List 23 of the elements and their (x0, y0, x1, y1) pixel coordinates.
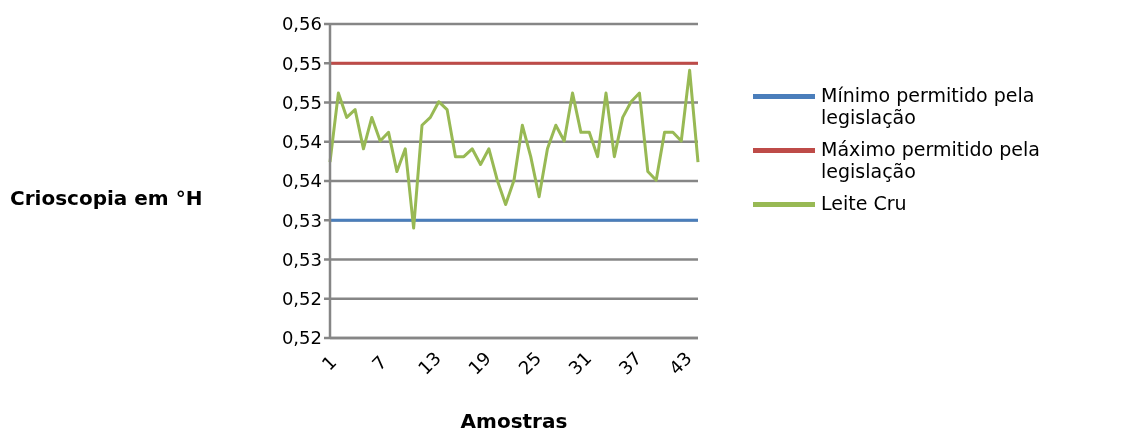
y-tick-label: 0,53 (281, 209, 322, 231)
x-axis-title: Amostras (460, 409, 568, 433)
legend-label: Máximo permitido pela legislação (821, 138, 1041, 182)
y-axis-title: Crioscopia em °H (10, 186, 203, 210)
legend-label: Leite Cru (821, 192, 908, 214)
legend-label: Mínimo permitido pela legislação (821, 84, 1036, 128)
y-tick-label: 0,56 (281, 13, 322, 35)
y-tick-label: 0,54 (281, 170, 322, 192)
x-tick-label: 37 (614, 347, 646, 379)
x-tick-label: 25 (514, 347, 546, 379)
y-tick-label: 0,55 (281, 52, 322, 74)
y-tick-label: 0,52 (281, 288, 322, 310)
x-tick-label: 7 (367, 351, 391, 375)
y-tick-label: 0,52 (281, 327, 322, 349)
x-tick-label: 13 (413, 347, 445, 379)
x-tick-label: 1 (317, 351, 341, 375)
line-series (328, 68, 700, 230)
x-tick-label: 31 (564, 347, 596, 379)
y-tick-label: 0,54 (281, 131, 322, 153)
y-tick-label: 0,55 (281, 91, 322, 113)
x-tick-label: 19 (463, 347, 496, 379)
y-tick-label: 0,53 (281, 248, 322, 270)
x-tick-label: 43 (664, 347, 696, 379)
